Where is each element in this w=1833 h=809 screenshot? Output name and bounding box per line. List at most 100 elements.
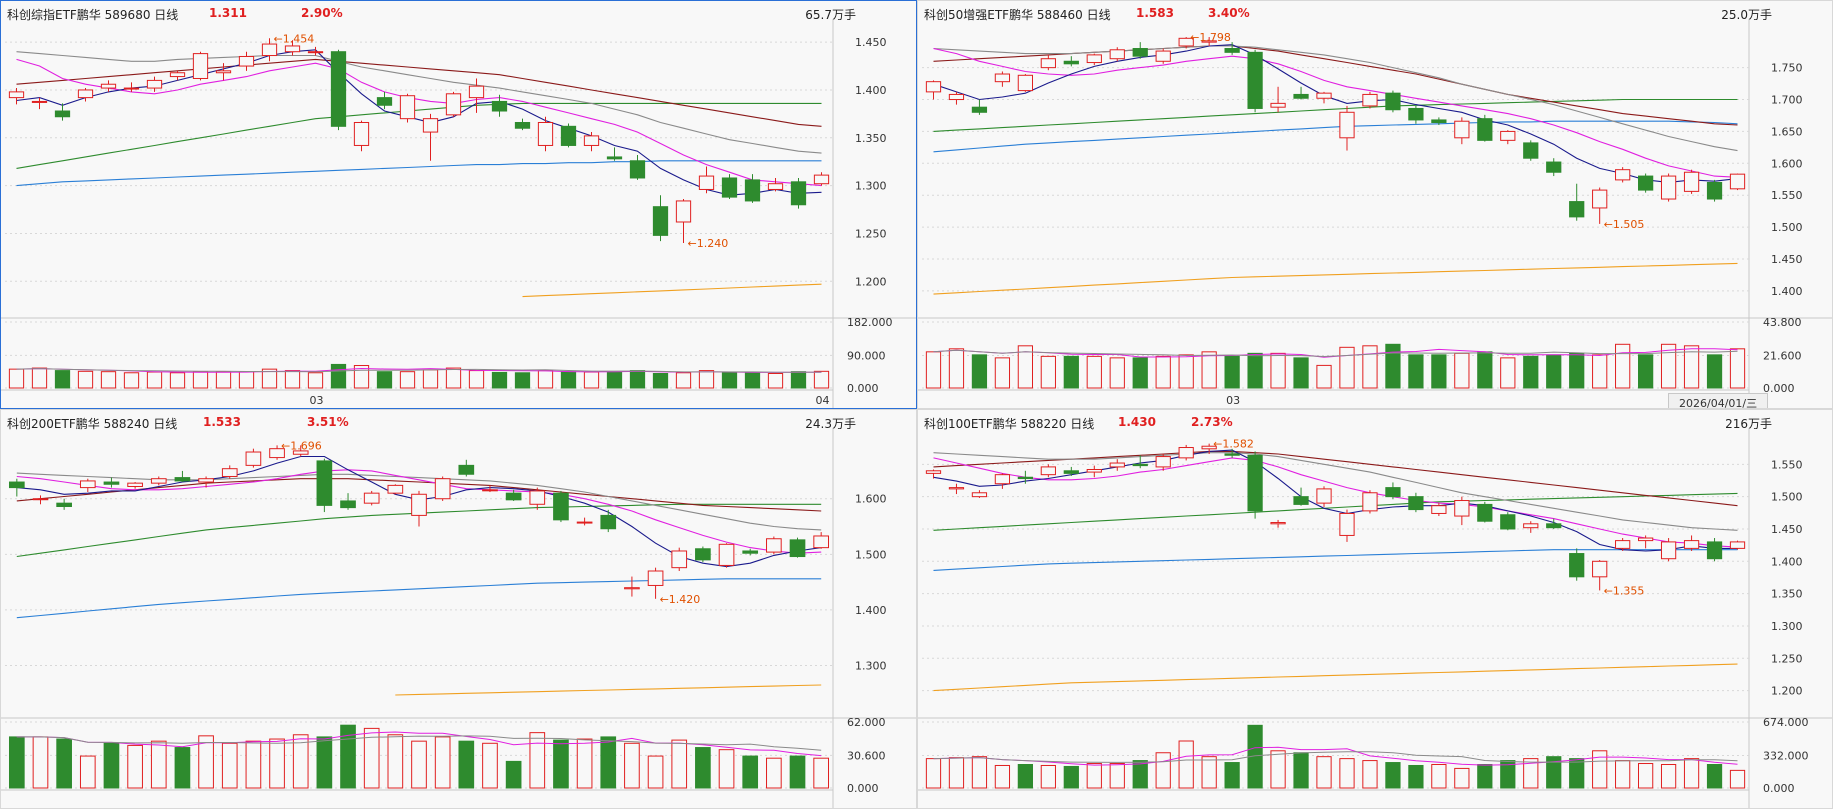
ma5-line [933,44,1738,183]
candle-up [434,478,451,500]
volume-tick-label: 0.000 [1763,382,1795,395]
ma10-line [16,469,822,554]
volume-bar-down [1546,756,1562,789]
volume-bar-down [1706,354,1723,389]
panel-header: 科创综指ETF鹏华 589680 日线 1.311 2.90% 65.7万手 [1,1,916,23]
candle-up [284,45,301,53]
candle-up [123,87,140,90]
last-price: 1.311 [209,6,247,20]
candle-up [948,487,965,490]
volume-ma-line [933,746,1738,766]
chart-panel-589680[interactable]: 科创综指ETF鹏华 589680 日线 1.311 2.90% 65.7万手 1… [0,0,917,409]
candlestick-chart[interactable]: 1.450 1.400 1.350 1.300 1.250 1.200 182.000 90.… [1,1,917,409]
price-tick-label: 1.350 [855,132,887,145]
volume-ma-line [16,735,822,751]
change-pct: 2.73% [1191,415,1233,429]
volume-bar-down [1706,763,1723,789]
last-price: 1.533 [203,415,241,429]
candle-up [925,81,942,93]
candle-down [721,177,738,198]
candlestick-chart[interactable]: 1.550 1.500 1.450 1.400 1.350 1.300 1.250 1.200… [918,410,1833,809]
volume-bar-up [8,368,25,389]
candle-up [8,91,25,99]
candle-up [1316,488,1332,504]
high-marker: ←1.696 [281,439,322,452]
volume-bar-down [316,736,333,789]
volume-bar-up [766,757,782,789]
candle-up [1316,92,1332,99]
ma20-line [16,472,822,531]
chart-panel-588240[interactable]: 科创200ETF鹏华 588240 日线 1.533 3.51% 24.3万手 … [0,409,917,809]
volume-bar-up [1683,345,1700,389]
ma20-line [933,45,1738,152]
volume-bar-up [671,739,688,789]
volume-tick-label: 30.600 [847,749,886,762]
price-tick-label: 1.750 [1771,62,1803,75]
x-tick-label: 03 [310,394,324,407]
volume-bar-up [1454,352,1470,389]
volume-bar-up [1362,345,1378,389]
candle-up [1109,49,1125,60]
price-tick-label: 1.450 [855,36,887,49]
candle-up [675,200,692,223]
candle-up [411,493,427,516]
volume-bar-down [458,740,475,789]
candle-up [1615,540,1631,549]
volume-bar-down [56,738,72,789]
volume-bar-up [647,755,664,789]
candle-up [1362,492,1378,512]
volume-bar-up [1178,354,1194,389]
volume-bar-down [600,736,617,789]
price-tick-label: 1.400 [855,84,887,97]
volume-bar-down [54,370,71,389]
candle-up [1109,462,1125,468]
candle-down [1132,463,1148,467]
volume-bar-up [948,757,965,789]
candlestick-chart[interactable]: 1.600 1.500 1.400 1.300 62.000 30.600 0.000 ←1.… [1,410,917,809]
chart-panel-588460[interactable]: 科创50增强ETF鹏华 588460 日线 1.583 3.40% 25.0万手… [917,0,1833,409]
volume-bar-up [675,372,692,389]
ma120-line [16,160,822,187]
volume-tick-label: 674.000 [1763,716,1809,729]
volume-bar-up [767,372,784,389]
candle-down [1132,48,1148,57]
volume-bar-up [146,371,163,389]
candle-down [491,100,508,112]
volume-bar-up [1660,343,1677,389]
volume-bar-up [1316,364,1332,389]
candle-up [1155,50,1171,62]
candle-up [1592,189,1608,209]
volume-bar-up [1201,351,1217,389]
volume-bar-down [1132,760,1148,789]
price-tick-label: 1.200 [855,275,887,288]
volume-bar-down [491,371,508,389]
volume-bar-up [221,742,238,789]
volume-bar-down [1132,357,1148,389]
candlestick-chart[interactable]: 1.750 1.700 1.650 1.600 1.550 1.500 1.450 1.400… [918,1,1833,409]
candle-down [174,477,191,482]
candle-up [1040,466,1056,476]
high-marker: ←1.582 [1213,438,1254,451]
candle-down [505,492,522,501]
volume-label: 24.3万手 [805,417,856,431]
candle-down [103,481,120,485]
candle-up [1086,468,1102,473]
panel-header: 科创50增强ETF鹏华 588460 日线 1.583 3.40% 25.0万手 [918,1,1832,23]
volume-bar-down [505,760,522,789]
candle-down [8,481,25,489]
price-tick-label: 1.450 [1771,253,1803,266]
volume-bar-up [1316,756,1332,789]
volume-bar-up [363,727,380,789]
volume-bar-up [238,371,255,389]
volume-bar-up [1454,767,1470,789]
candle-up [1339,512,1355,536]
chart-panel-588220[interactable]: 科创100ETF鹏华 588220 日线 1.430 2.73% 216万手 1… [917,409,1833,809]
candle-up [1339,111,1355,139]
volume-bar-up [31,367,48,389]
candle-down [1569,553,1585,578]
candle-down [790,181,807,206]
candle-down [1523,142,1539,159]
volume-bar-up [445,367,462,389]
candle-up [1270,522,1286,525]
candle-up [32,498,49,501]
